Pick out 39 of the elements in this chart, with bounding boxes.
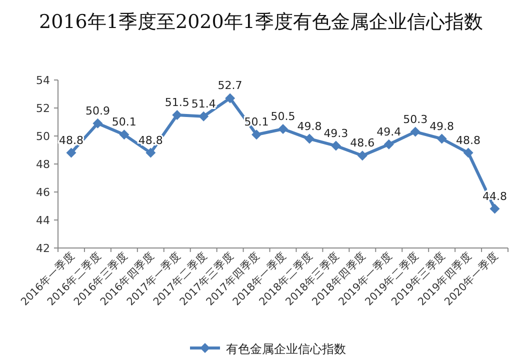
data-label: 49.8: [430, 120, 454, 133]
data-label: 51.4: [191, 97, 216, 110]
point: [198, 111, 209, 122]
legend-label: 有色金属企业信心指数: [226, 342, 346, 356]
data-label: 49.4: [376, 125, 402, 138]
data-label: 49.8: [297, 120, 322, 133]
data-label: 49.3: [324, 126, 348, 140]
point: [357, 150, 368, 161]
point: [436, 134, 447, 144]
y-tick-label: 54: [36, 74, 50, 87]
point: [278, 124, 288, 134]
y-tick-label: 48: [36, 158, 50, 171]
point: [490, 204, 500, 214]
point: [252, 130, 262, 140]
point: [119, 130, 130, 140]
data-label: 48.8: [456, 134, 481, 147]
y-tick-label: 50: [36, 130, 50, 143]
data-label: 50.9: [85, 104, 110, 118]
data-label: 50.1: [112, 116, 136, 129]
point: [172, 110, 182, 120]
data-label: 50.3: [403, 112, 428, 126]
point: [330, 140, 341, 151]
data-label: 51.5: [164, 96, 190, 109]
point: [384, 139, 394, 150]
data-label: 48.6: [350, 136, 375, 150]
point: [304, 134, 314, 144]
point: [463, 148, 474, 158]
chart-title: 2016年1季度至2020年1季度有色金属企业信心指数: [39, 11, 483, 33]
y-tick-label: 42: [36, 242, 50, 255]
point: [146, 148, 156, 158]
point: [92, 118, 103, 128]
point: [225, 93, 236, 104]
y-tick-label: 44: [36, 214, 50, 227]
data-label: 52.7: [218, 79, 242, 92]
y-tick-label: 46: [36, 186, 50, 199]
point: [410, 126, 420, 137]
y-tick-label: 52: [36, 102, 50, 115]
point: [66, 148, 76, 158]
data-label: 50.5: [270, 110, 296, 123]
